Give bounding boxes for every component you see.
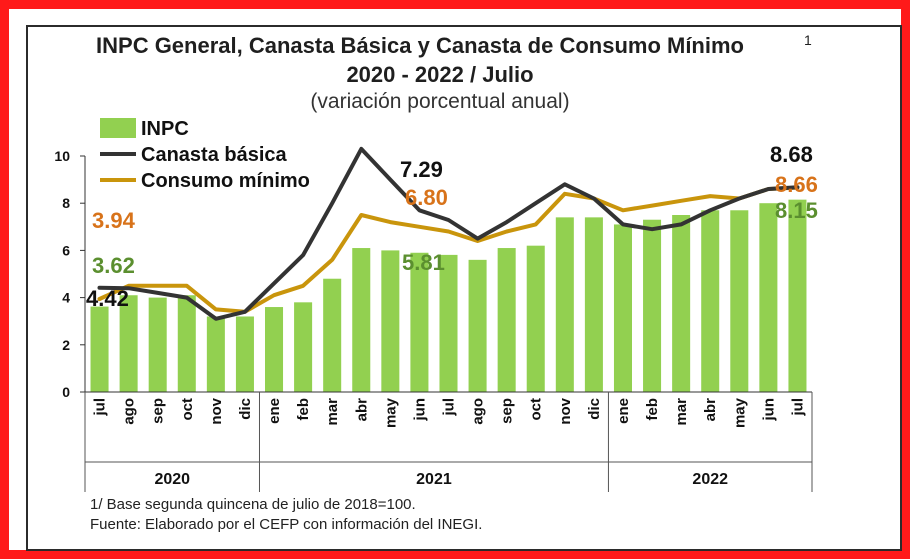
bar-inpc (119, 295, 138, 392)
bar-inpc (439, 254, 458, 392)
y-tick-label: 4 (62, 290, 70, 306)
bar-inpc (410, 252, 429, 392)
bar-inpc (235, 316, 254, 392)
x-category-label: sep (499, 398, 516, 424)
x-category-label: abr (353, 398, 370, 422)
year-label: 2022 (692, 471, 728, 488)
footnote-base: 1/ Base segunda quincena de julio de 201… (90, 496, 416, 513)
chart-title: INPC General, Canasta Básica y Canasta d… (96, 33, 744, 58)
x-category-label: ene (266, 398, 283, 424)
legend-label-consumo-minimo: Consumo mínimo (141, 170, 310, 192)
bar-inpc (672, 215, 691, 392)
legend-label-inpc: INPC (141, 118, 189, 140)
y-tick-label: 8 (62, 195, 70, 211)
bar-inpc (526, 245, 545, 392)
x-category-label: ago (470, 398, 487, 425)
legend-label-canasta-basica: Canasta básica (141, 144, 288, 166)
footnote-source: Fuente: Elaborado por el CEFP con inform… (90, 516, 482, 533)
line-consumo-minimo (97, 185, 800, 314)
bar-inpc (613, 224, 632, 392)
bar-inpc (730, 210, 749, 392)
x-category-label: ene (615, 398, 632, 424)
bar-inpc (584, 217, 603, 392)
line-canasta-basica (97, 146, 800, 321)
bar-inpc (148, 297, 167, 392)
x-category-label: dic (237, 398, 254, 420)
y-tick-label: 2 (62, 337, 70, 353)
x-category-label: feb (644, 398, 661, 421)
bar-inpc (206, 316, 225, 392)
bar-inpc (555, 217, 574, 392)
x-category-label: jul (92, 398, 109, 417)
x-category-label: jul (441, 398, 458, 417)
bar-inpc (381, 250, 400, 392)
bar-inpc (701, 210, 720, 392)
y-tick-label: 10 (54, 148, 70, 164)
x-category-label: oct (179, 398, 196, 421)
x-category-label: nov (557, 397, 574, 424)
bar-inpc (468, 259, 487, 392)
bar-inpc (788, 199, 807, 392)
data-label-consumo-minimo: 3.94 (92, 208, 136, 233)
x-category-label: nov (208, 397, 225, 424)
x-category-label: mar (324, 398, 341, 426)
x-category-label: jun (411, 398, 428, 422)
bar-inpc (90, 306, 109, 392)
bar-inpc (323, 278, 342, 392)
y-tick-label: 6 (62, 242, 70, 258)
bar-inpc (497, 248, 516, 392)
bar-inpc (265, 307, 284, 392)
bar-inpc (177, 295, 196, 392)
chart-subtitle-units: (variación porcentual anual) (310, 90, 569, 113)
x-category-label: jun (760, 398, 777, 422)
bar-inpc (294, 302, 313, 392)
bar-inpc (759, 203, 778, 392)
x-category-label: ago (121, 398, 138, 425)
x-category-label: may (382, 397, 399, 428)
year-label: 2021 (416, 471, 452, 488)
y-tick-label: 0 (62, 384, 70, 400)
bar-inpc (643, 219, 662, 392)
data-label-inpc: 5.81 (402, 250, 445, 275)
data-label-inpc: 8.15 (775, 198, 818, 223)
x-category-label: may (731, 397, 748, 428)
data-label-canasta-basica: 4.42 (86, 286, 129, 311)
title-footnote-mark: 1 (804, 32, 812, 48)
x-category-label: jul (789, 398, 806, 417)
x-category-label: feb (295, 398, 312, 421)
chart-subtitle: 2020 - 2022 / Julio (346, 62, 533, 87)
x-category-label: sep (150, 398, 167, 424)
x-category-label: abr (702, 398, 719, 422)
bar-inpc (352, 248, 371, 392)
data-label-canasta-basica: 8.68 (770, 142, 813, 167)
data-label-canasta-basica: 7.29 (400, 157, 443, 182)
x-category-label: oct (528, 398, 545, 421)
year-label: 2020 (154, 471, 190, 488)
x-category-label: mar (673, 398, 690, 426)
x-category-label: dic (586, 398, 603, 420)
data-label-consumo-minimo: 6.80 (405, 185, 448, 210)
data-label-consumo-minimo: 8.66 (775, 172, 818, 197)
data-label-inpc: 3.62 (92, 253, 135, 278)
legend-swatch-inpc (100, 118, 136, 138)
chart-panel (26, 25, 902, 551)
